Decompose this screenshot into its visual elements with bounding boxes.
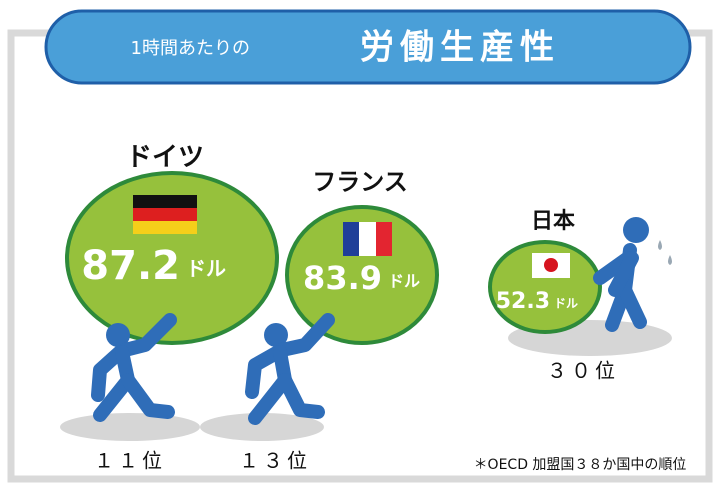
rank: ３０位 bbox=[547, 359, 619, 383]
flag bbox=[544, 258, 558, 272]
value: 83.9 bbox=[303, 259, 382, 297]
value: 52.3 bbox=[496, 289, 550, 314]
flag bbox=[133, 208, 197, 221]
title-lead: 1時間あたりの bbox=[131, 38, 250, 59]
flag bbox=[359, 222, 376, 256]
rank: １１位 bbox=[94, 449, 166, 473]
country-name: ドイツ bbox=[126, 143, 204, 173]
unit: ドル bbox=[554, 297, 578, 311]
flag bbox=[376, 222, 392, 256]
footnote: ＊OECD 加盟国３８か国中の順位 bbox=[474, 457, 687, 473]
shadow bbox=[60, 413, 200, 441]
infographic: 1時間あたりの 労働生産性 ドイツ 87.2 ドル １１位 フランス 83.9 … bbox=[0, 0, 720, 490]
rank: １３位 bbox=[239, 449, 311, 473]
value: 87.2 bbox=[81, 243, 180, 289]
flag bbox=[133, 221, 197, 234]
title: 労働生産性 bbox=[360, 28, 560, 68]
country-name: 日本 bbox=[531, 209, 575, 234]
country-name: フランス bbox=[312, 168, 408, 196]
flag bbox=[133, 195, 197, 208]
unit: ドル bbox=[186, 257, 226, 281]
unit: ドル bbox=[388, 272, 420, 291]
flag bbox=[343, 222, 359, 256]
